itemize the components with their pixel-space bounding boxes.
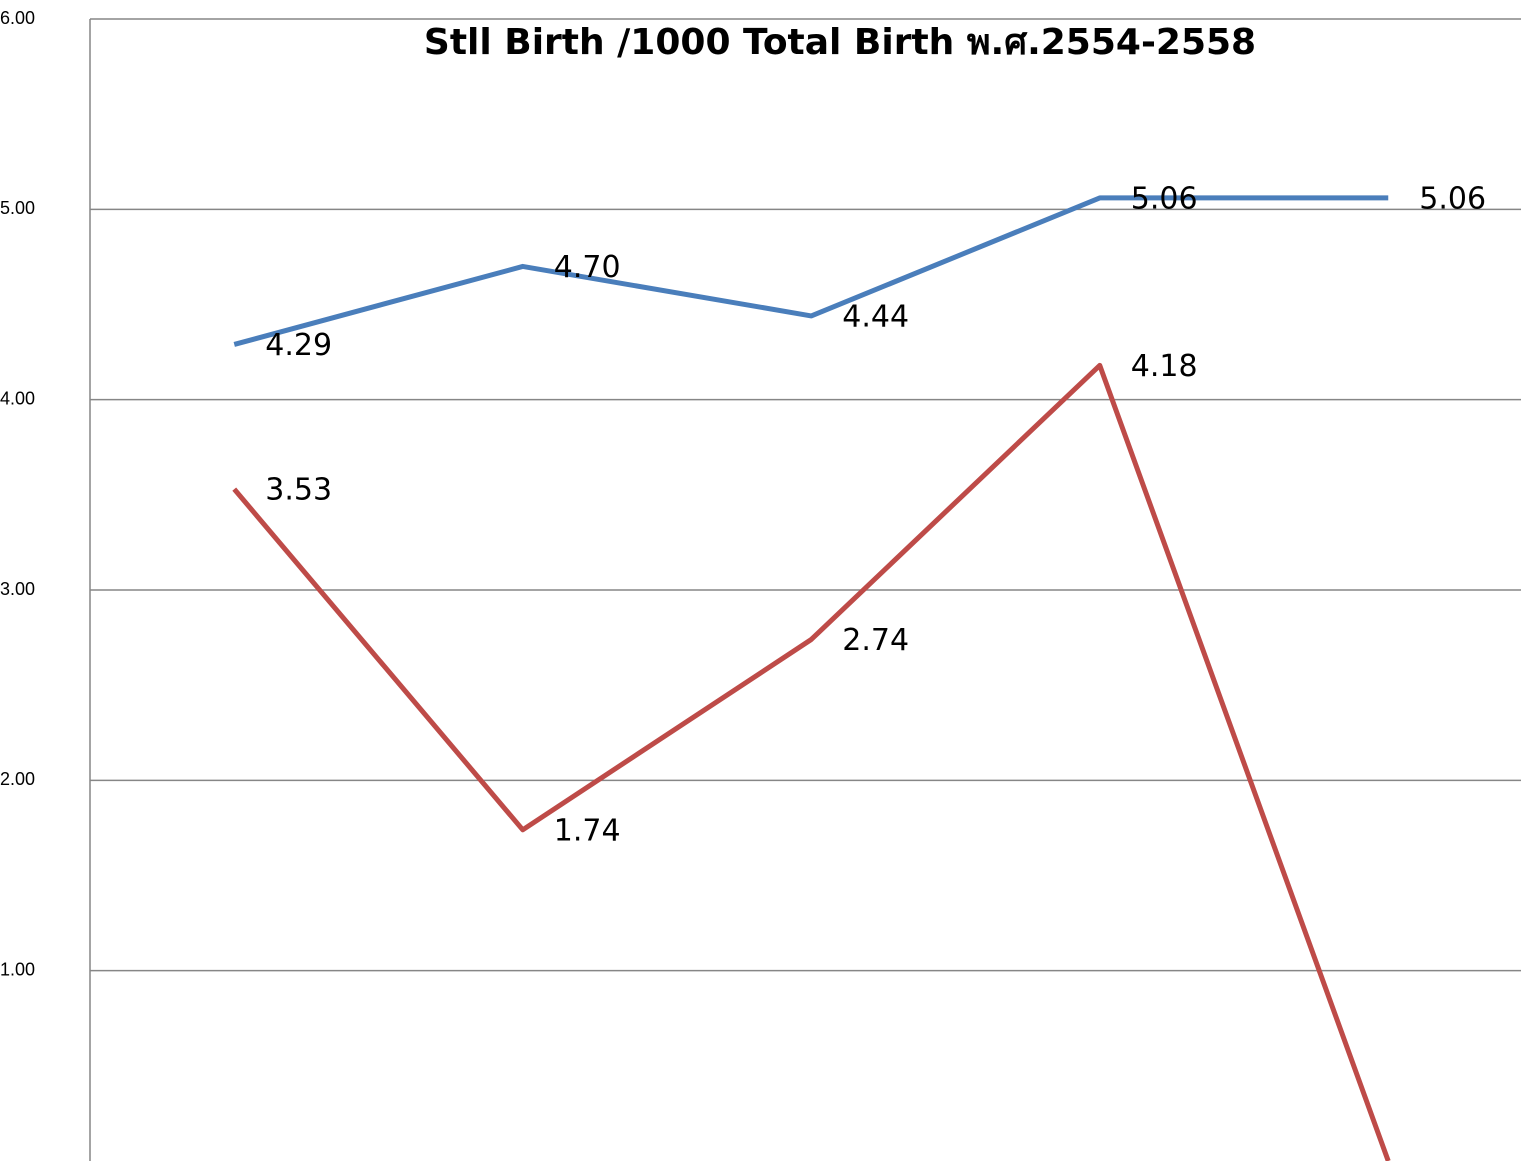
data-label: 4.18 — [1131, 349, 1198, 384]
chart-title: Stll Birth /1000 Total Birth พ.ศ.2554-25… — [424, 22, 1256, 63]
y-tick-label: 5.00 — [0, 198, 35, 218]
line — [233, 195, 1389, 347]
data-label: 5.06 — [1419, 181, 1486, 216]
y-tick-label: 1.00 — [0, 959, 35, 979]
line — [232, 362, 1391, 1161]
data-label: 1.74 — [554, 813, 621, 848]
y-tick-label: 4.00 — [0, 388, 35, 408]
y-tick-label: 3.00 — [0, 579, 35, 599]
data-label: 3.53 — [265, 473, 332, 508]
data-label: 4.44 — [842, 299, 909, 334]
data-label: 4.70 — [554, 250, 621, 285]
data-label: 5.06 — [1131, 181, 1198, 216]
data-label: 2.74 — [842, 623, 909, 658]
y-tick-label: 2.00 — [0, 769, 35, 789]
y-tick-label: 6.00 — [0, 8, 35, 28]
data-label: 4.29 — [265, 328, 332, 363]
